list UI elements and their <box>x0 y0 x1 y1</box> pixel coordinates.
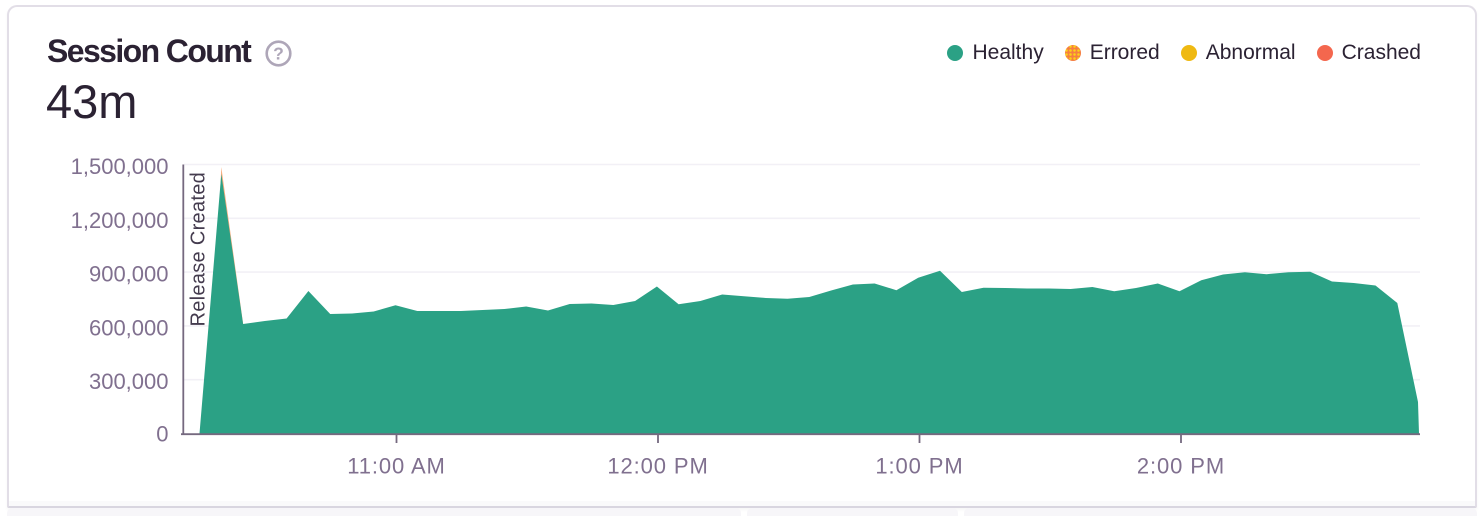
svg-text:600,000: 600,000 <box>89 315 169 340</box>
svg-text:300,000: 300,000 <box>89 369 169 394</box>
svg-text:?: ? <box>273 44 284 64</box>
svg-text:11:00 AM: 11:00 AM <box>347 453 446 478</box>
svg-text:2:00 PM: 2:00 PM <box>1137 453 1225 478</box>
svg-text:900,000: 900,000 <box>89 262 169 287</box>
svg-text:0: 0 <box>156 422 168 447</box>
svg-text:1,200,000: 1,200,000 <box>71 208 169 233</box>
svg-text:1:00 PM: 1:00 PM <box>875 453 963 478</box>
svg-text:12:00 PM: 12:00 PM <box>607 453 708 478</box>
svg-text:Release Created: Release Created <box>188 172 210 327</box>
svg-text:1,500,000: 1,500,000 <box>71 154 169 179</box>
